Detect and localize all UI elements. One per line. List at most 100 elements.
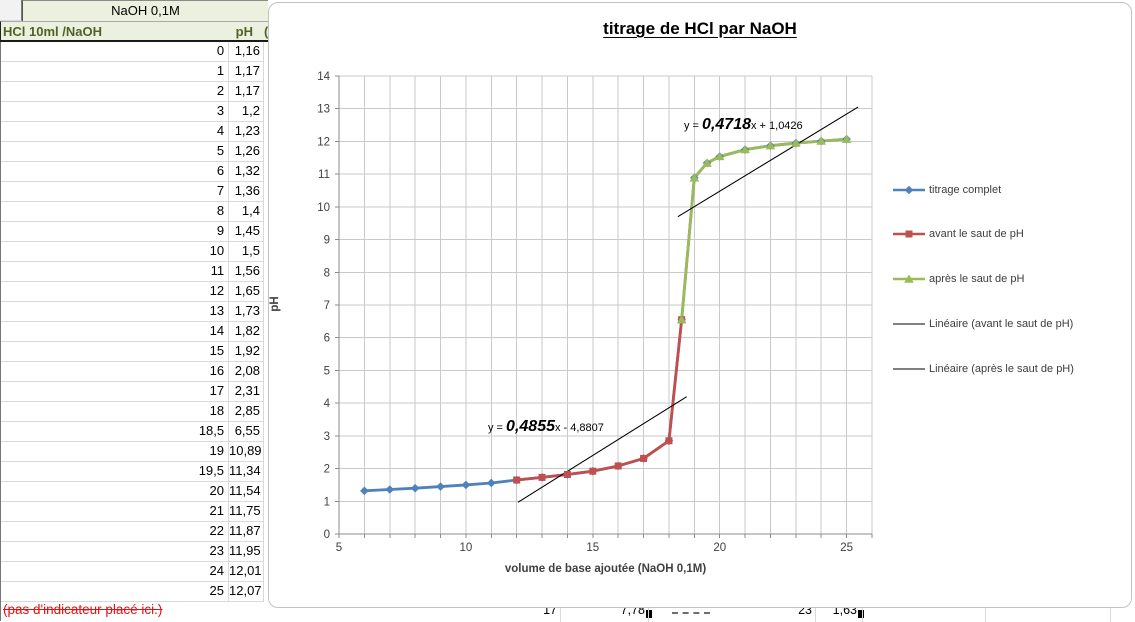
table-row[interactable]: 4 1,23 [1, 122, 264, 142]
table-row[interactable]: 25 12,07 [1, 582, 264, 602]
table-row[interactable]: 19,5 11,34 [1, 462, 264, 482]
ph-cell[interactable]: 11,75 [229, 502, 264, 521]
selection-handle[interactable] [646, 610, 652, 618]
footnote-strikethrough[interactable]: (pas d'indicateur placé ici.) [0, 602, 264, 621]
volume-cell[interactable]: 9 [1, 222, 230, 241]
ph-cell[interactable]: 2,85 [229, 402, 264, 421]
column-header-ph[interactable]: pH [235, 24, 253, 39]
table-row[interactable]: 16 2,08 [1, 362, 264, 382]
legend-entry[interactable]: Linéaire (après le saut de pH) [893, 361, 1074, 377]
volume-cell[interactable]: 0 [1, 42, 230, 61]
table-row[interactable]: 24 12,01 [1, 562, 264, 582]
table-row[interactable]: 0 1,16 [1, 42, 264, 62]
ph-cell[interactable]: 1,73 [229, 302, 264, 321]
table-row[interactable]: 8 1,4 [1, 202, 264, 222]
table-row[interactable]: 19 10,89 [1, 442, 264, 462]
column-header-volume[interactable]: HCl 10ml /NaOH [3, 24, 102, 39]
ph-cell[interactable]: 1,2 [229, 102, 264, 121]
table-row[interactable]: 11 1,56 [1, 262, 264, 282]
volume-cell[interactable]: 13 [1, 302, 230, 321]
ph-cell[interactable]: 11,34 [229, 462, 264, 481]
ph-cell[interactable]: 1,32 [229, 162, 264, 181]
table-row[interactable]: 10 1,5 [1, 242, 264, 262]
volume-cell[interactable]: 22 [1, 522, 229, 541]
table-row[interactable]: 13 1,73 [1, 302, 264, 322]
volume-cell[interactable]: 19 [1, 442, 229, 461]
table-row[interactable]: 21 11,75 [1, 502, 264, 522]
volume-cell[interactable]: 3 [1, 102, 230, 121]
volume-cell[interactable]: 18 [1, 402, 230, 421]
table-row[interactable]: 7 1,36 [1, 182, 264, 202]
selection-handle[interactable] [858, 610, 864, 618]
y-axis-title[interactable]: pH [269, 296, 281, 312]
volume-cell[interactable]: 24 [1, 562, 229, 581]
table-row[interactable]: 3 1,2 [1, 102, 264, 122]
ph-cell[interactable]: 12,01 [229, 562, 264, 581]
volume-cell[interactable]: 14 [1, 322, 230, 341]
volume-cell[interactable]: 25 [1, 582, 229, 601]
table-row[interactable]: 17 2,31 [1, 382, 264, 402]
volume-cell[interactable]: 18,5 [1, 422, 230, 441]
x-axis-title[interactable]: volume de base ajoutée (NaOH 0,1M) [504, 563, 707, 575]
table-row[interactable]: 5 1,26 [1, 142, 264, 162]
volume-cell[interactable]: 2 [1, 82, 230, 101]
legend-entry[interactable]: titrage complet [893, 182, 1001, 198]
ph-cell[interactable]: 1,16 [229, 42, 264, 61]
volume-cell[interactable]: 23 [1, 542, 229, 561]
volume-cell[interactable]: 5 [1, 142, 230, 161]
volume-cell[interactable]: 10 [1, 242, 230, 261]
table-row[interactable]: 1 1,17 [1, 62, 264, 82]
table-row[interactable]: 20 11,54 [1, 482, 264, 502]
ph-cell[interactable]: 2,08 [229, 362, 264, 381]
chart-title[interactable]: titrage de HCl par NaOH [603, 19, 797, 38]
volume-cell[interactable]: 11 [1, 262, 230, 281]
table-row[interactable]: 2 1,17 [1, 82, 264, 102]
volume-cell[interactable]: 17 [1, 382, 230, 401]
ph-cell[interactable]: 1,17 [229, 82, 264, 101]
ph-cell[interactable]: 1,36 [229, 182, 264, 201]
data-rows[interactable]: 0 1,16 1 1,17 2 1,17 3 1,2 4 1,23 5 1,26 6 1,32 7 1,36 8… [0, 42, 264, 602]
ph-cell[interactable]: 1,4 [229, 202, 264, 221]
table-row[interactable]: 9 1,45 [1, 222, 264, 242]
column-header-row[interactable]: HCl 10ml /NaOH pH ( [0, 21, 268, 42]
legend-entry[interactable]: Linéaire (avant le saut de pH) [893, 316, 1073, 332]
naoh-title-cell[interactable]: NaOH 0,1M [22, 0, 268, 21]
table-row[interactable]: 6 1,32 [1, 162, 264, 182]
ph-cell[interactable]: 1,82 [229, 322, 264, 341]
volume-cell[interactable]: 19,5 [1, 462, 229, 481]
legend-entry[interactable]: après le saut de pH [893, 271, 1024, 287]
ph-cell[interactable]: 1,17 [229, 62, 264, 81]
table-row[interactable]: 12 1,65 [1, 282, 264, 302]
embedded-chart[interactable]: titrage de HCl par NaOH 5 10 15 20 25 0 1 2 3 4 5 6… [268, 2, 1132, 608]
empty-corner-cell[interactable] [0, 0, 22, 21]
ph-cell[interactable]: 1,23 [229, 122, 264, 141]
volume-cell[interactable]: 4 [1, 122, 230, 141]
table-row[interactable]: 18 2,85 [1, 402, 264, 422]
table-row[interactable]: 18,5 6,55 [1, 422, 264, 442]
table-row[interactable]: 15 1,92 [1, 342, 264, 362]
ph-cell[interactable]: 1,45 [229, 222, 264, 241]
ph-cell[interactable]: 11,54 [229, 482, 264, 501]
ph-cell[interactable]: 1,56 [229, 262, 264, 281]
ph-cell[interactable]: 12,07 [229, 582, 264, 601]
volume-cell[interactable]: 12 [1, 282, 230, 301]
ph-cell[interactable]: 10,89 [229, 442, 264, 461]
worksheet-area[interactable]: NaOH 0,1M HCl 10ml /NaOH pH ( 0 1,16 1 1,17… [0, 0, 268, 622]
ph-cell[interactable]: 1,65 [229, 282, 264, 301]
ph-cell[interactable]: 1,5 [229, 242, 264, 261]
volume-cell[interactable]: 15 [1, 342, 230, 361]
table-row[interactable]: 22 11,87 [1, 522, 264, 542]
volume-cell[interactable]: 20 [1, 482, 229, 501]
ph-cell[interactable]: 11,95 [229, 542, 264, 561]
volume-cell[interactable]: 1 [1, 62, 230, 81]
volume-cell[interactable]: 7 [1, 182, 230, 201]
ph-cell[interactable]: 6,55 [229, 422, 264, 441]
volume-cell[interactable]: 6 [1, 162, 230, 181]
ph-cell[interactable]: 1,92 [229, 342, 264, 361]
table-row[interactable]: 23 11,95 [1, 542, 264, 562]
table-row[interactable]: 14 1,82 [1, 322, 264, 342]
ph-cell[interactable]: 11,87 [229, 522, 264, 541]
ph-cell[interactable]: 1,26 [229, 142, 264, 161]
volume-cell[interactable]: 16 [1, 362, 230, 381]
